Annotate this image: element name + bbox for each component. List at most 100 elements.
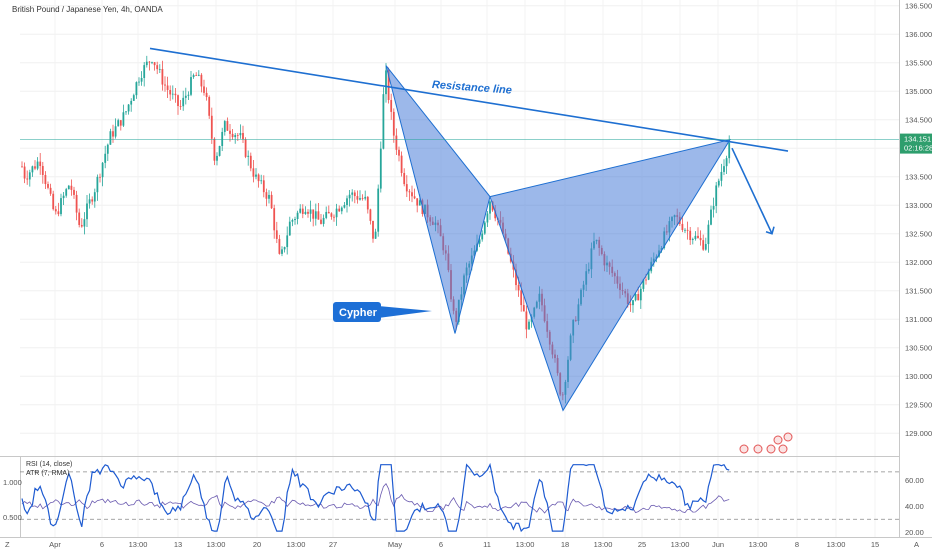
rsi-legend[interactable]: RSI (14, close) [26,461,72,468]
candle-body [637,293,640,301]
candle-body [356,196,359,200]
time-tick-label: 6 [100,540,104,549]
candle-body [158,69,161,70]
candle-body [314,211,317,219]
candle-body [268,194,270,199]
candle-body [260,180,263,182]
candle-body [359,198,361,200]
candle-body [343,205,346,208]
candle-body [642,279,645,289]
resistance-trendline[interactable] [149,47,789,152]
candle-body [377,188,380,232]
candle-body [26,178,29,180]
candle-body [223,121,226,132]
price-tick-label: 132.000 [905,258,932,267]
time-tick-label: 13:00 [671,540,690,549]
candle-body [385,70,387,95]
candle-body [278,238,281,254]
candle-body [712,205,715,210]
corner-a[interactable]: A [914,540,919,549]
candle-body [60,198,62,215]
candle-body [408,191,411,193]
atr-legend[interactable]: ATR (7, RMA) [26,470,69,477]
candle-body [197,74,200,76]
event-markers[interactable] [739,432,793,454]
candle-body [216,155,218,161]
price-tick-label: 131.000 [905,315,932,324]
candle-body [36,161,39,169]
time-tick-label: 25 [638,540,646,549]
candle-body [720,171,723,181]
cypher-callout[interactable]: Cypher [333,302,432,322]
time-tick-label: 13 [174,540,182,549]
candle-body [114,126,117,137]
candle-body [39,161,42,167]
candle-body [54,209,57,212]
projection-arrow-head [765,226,775,235]
projection-arrow[interactable] [731,147,775,235]
symbol-title: British Pound / Japanese Yen, 4h, OANDA [12,5,163,14]
candle-body [145,61,148,66]
candle-body [229,130,231,134]
candle-body [405,184,408,192]
candle-body [728,142,731,159]
price-tick-label: 135.500 [905,59,932,68]
candle-body [312,209,315,219]
candle-body [140,77,143,82]
time-axis[interactable]: Apr 6 13:00 13 13:00 20 13:00 27 May 6 11 13:00 18 13… [49,540,879,549]
candle-body [390,100,393,112]
candle-body [307,211,309,214]
time-tick-label: May [388,540,402,549]
event-icon [773,435,783,445]
atr-line [21,482,730,514]
time-tick-label: Apr [49,540,61,549]
candle-body [327,211,330,214]
time-tick-label: 13:00 [207,540,226,549]
candle-body [99,176,101,178]
candle-body [34,166,36,169]
time-tick-label: 13:00 [516,540,535,549]
candle-body [91,199,94,202]
candle-body [21,166,23,168]
callout-pointer [378,306,432,318]
candle-body [387,70,390,101]
candle-body [351,192,354,195]
candle-body [629,303,632,306]
candle-body [247,155,250,157]
candle-body [689,230,692,241]
candle-body [73,189,75,195]
rsi-line [21,462,730,533]
candle-body [340,207,343,212]
candle-body [348,194,351,199]
candle-body [218,145,221,156]
candle-body [67,185,70,190]
candle-body [286,235,289,248]
cypher-pattern[interactable] [385,65,732,412]
event-icon [766,444,776,454]
candle-body [75,194,78,213]
candle-body [106,144,109,154]
bar-countdown: 02:16:28 [904,144,932,153]
candle-body [242,133,244,140]
candle-body [632,300,634,306]
candle-body [517,285,520,291]
price-tick-label: 133.000 [905,201,932,210]
candle-body [138,81,140,83]
candle-body [684,229,686,231]
candle-body [691,238,694,241]
candle-body [161,69,164,85]
candle-body [166,85,169,90]
time-tick-label: 13:00 [129,540,148,549]
time-tick-label: 11 [483,540,491,549]
candle-body [255,174,257,177]
candle-body [645,279,647,281]
event-icon [778,444,788,454]
candle-body [392,111,395,136]
time-tick-label: 13:00 [287,540,306,549]
candle-body [80,224,83,227]
price-tick-label: 130.000 [905,372,932,381]
corner-z[interactable]: Z [5,540,10,549]
candle-body [164,84,166,86]
candle-body [104,153,107,163]
